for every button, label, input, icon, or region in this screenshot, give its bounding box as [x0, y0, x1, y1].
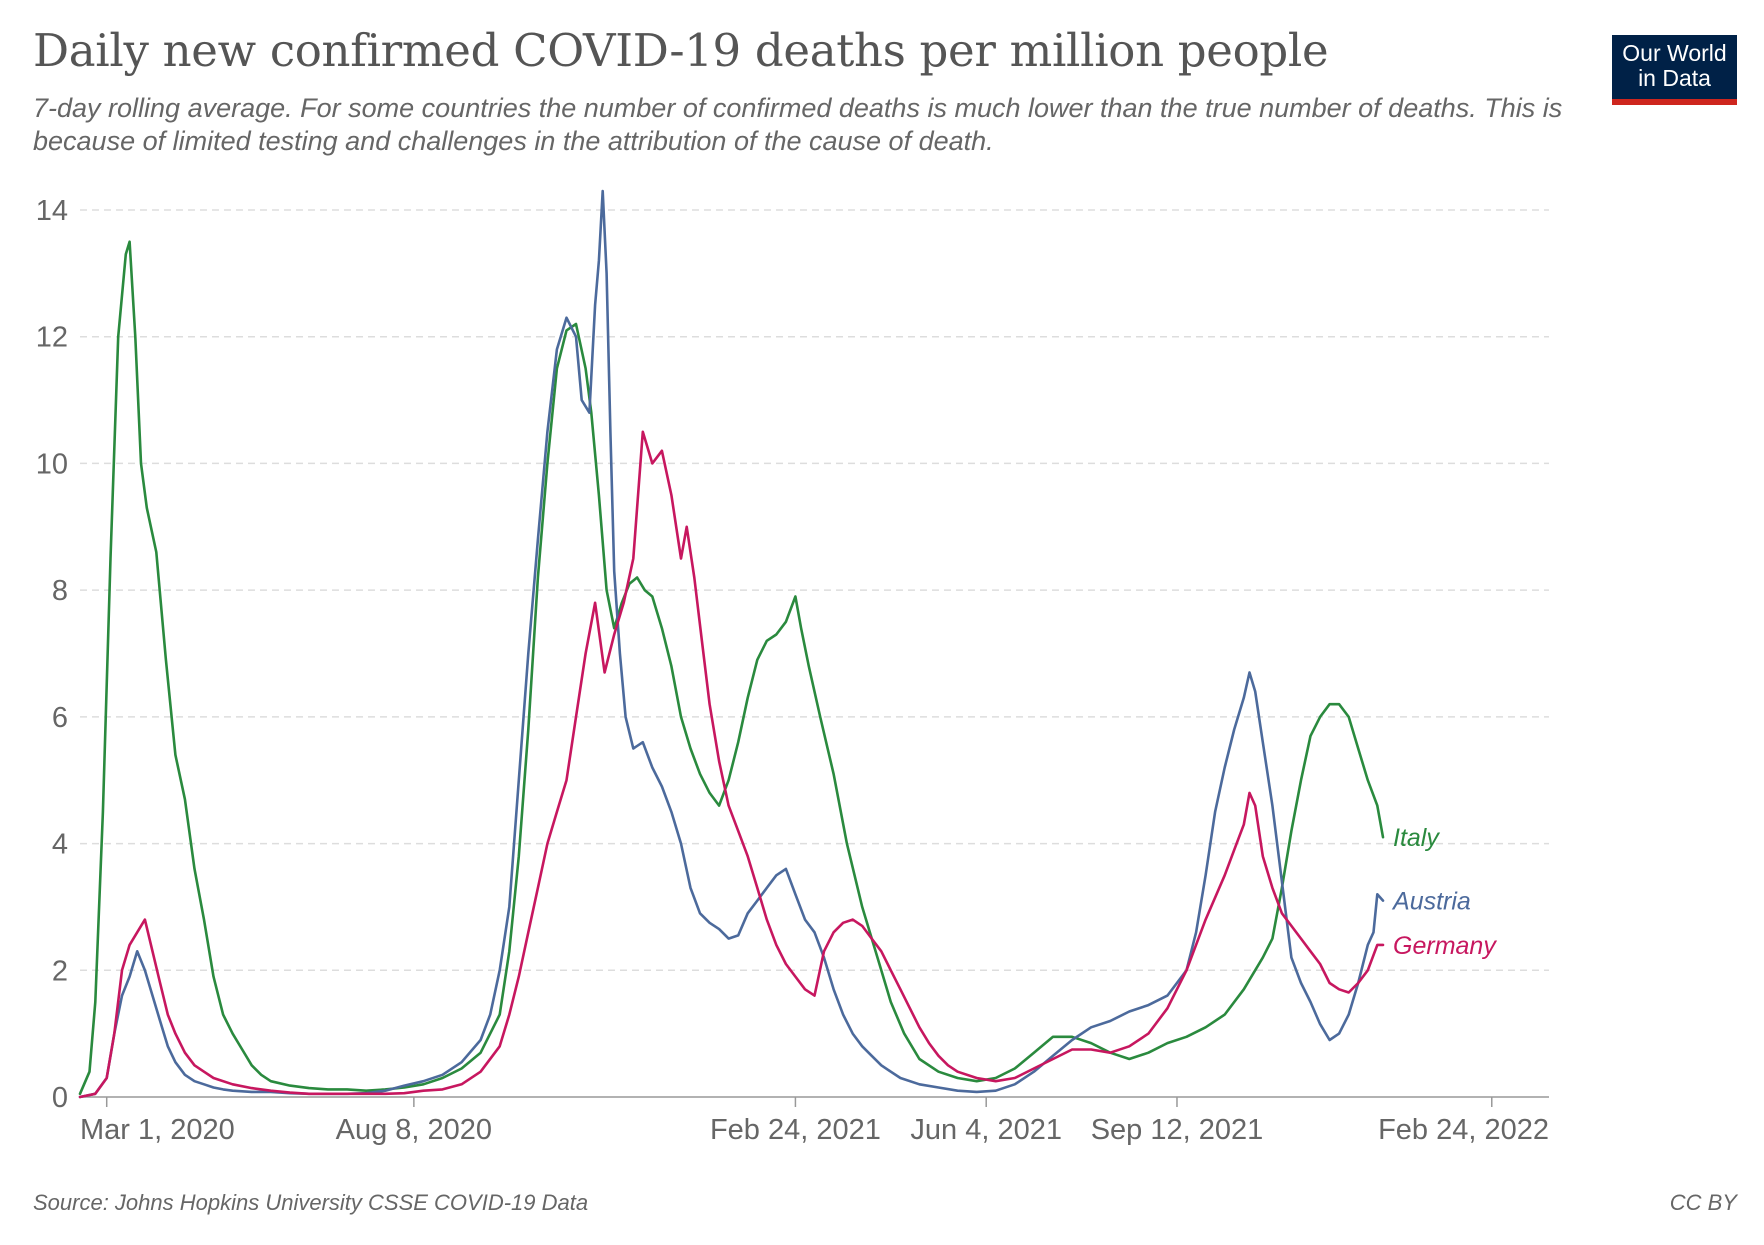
y-tick-label: 12 — [36, 322, 68, 354]
chart-subtitle: 7-day rolling average. For some countrie… — [33, 93, 1563, 156]
chart-title: Daily new confirmed COVID-19 deaths per … — [33, 24, 1329, 77]
y-tick-label: 0 — [52, 1082, 68, 1114]
x-tick-label: Sep 12, 2021 — [1091, 1114, 1264, 1146]
series-label-germany: Germany — [1393, 932, 1497, 960]
x-tick-label: Feb 24, 2022 — [1378, 1114, 1549, 1146]
x-tick-label: Jun 4, 2021 — [910, 1114, 1062, 1146]
gridlines — [80, 209, 1549, 972]
axes: 0 2 4 6 8 10 12 14 Mar 1, 2020 Aug 8, 2020 Feb 24,… — [36, 195, 1549, 1146]
license-label[interactable]: CC BY — [1669, 1190, 1737, 1215]
owid-logo[interactable]: Our World in Data — [1612, 35, 1737, 105]
y-tick-label: 2 — [52, 955, 68, 987]
y-tick-label: 8 — [52, 575, 68, 607]
series-line-italy — [78, 240, 1385, 1096]
y-tick-label: 4 — [52, 829, 68, 861]
series-line-germany — [78, 430, 1385, 1099]
y-tick-label: 14 — [36, 195, 68, 227]
series-labels: Italy Austria Germany — [1391, 824, 1497, 960]
x-tick-label: Mar 1, 2020 — [80, 1114, 235, 1146]
y-tick-label: 10 — [36, 448, 68, 480]
x-tick-label: Aug 8, 2020 — [336, 1114, 492, 1146]
x-tick-label: Feb 24, 2021 — [710, 1114, 881, 1146]
source-note[interactable]: Source: Johns Hopkins University CSSE CO… — [33, 1190, 589, 1215]
series-label-italy: Italy — [1393, 824, 1440, 852]
y-tick-label: 6 — [52, 702, 68, 734]
logo-line-1: Our World — [1622, 40, 1727, 66]
logo-line-2: in Data — [1638, 65, 1711, 91]
series-label-austria: Austria — [1391, 888, 1471, 916]
series-lines — [78, 189, 1385, 1099]
series-line-austria — [78, 189, 1385, 1099]
